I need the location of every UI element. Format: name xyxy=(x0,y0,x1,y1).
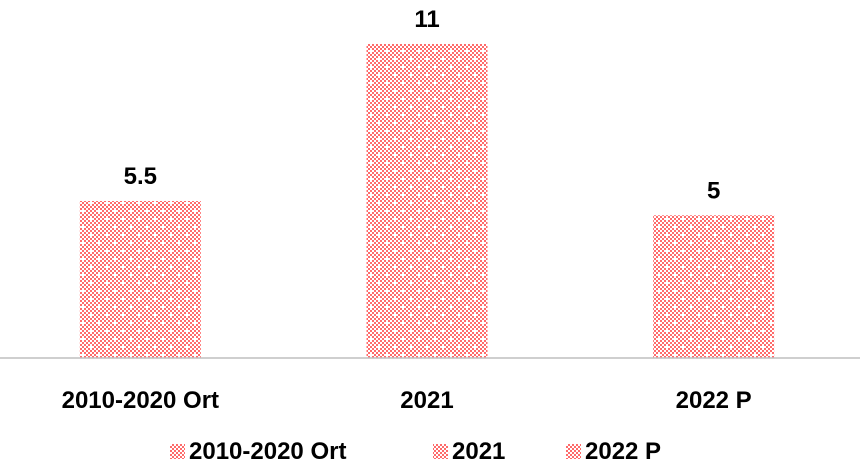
data-label-3: 5 xyxy=(707,177,720,204)
category-label-3: 2022 P xyxy=(676,387,752,414)
bar-2 xyxy=(366,44,488,358)
bar-1 xyxy=(79,201,201,358)
data-label-1: 5.5 xyxy=(124,163,157,190)
legend-label-1: 2010-2020 Ort xyxy=(189,438,346,465)
bars-group xyxy=(79,44,775,358)
legend: 2010-2020 Ort 2021 2022 P xyxy=(170,438,661,465)
category-label-2: 2021 xyxy=(400,387,453,414)
category-labels-group: 2010-2020 Ort 2021 2022 P xyxy=(62,387,752,414)
legend-swatch-3 xyxy=(566,444,581,459)
legend-swatch-2 xyxy=(433,444,448,459)
bar-3 xyxy=(653,215,775,358)
legend-label-2: 2021 xyxy=(452,438,505,465)
legend-label-3: 2022 P xyxy=(585,438,661,465)
data-label-2: 11 xyxy=(414,6,439,33)
category-label-1: 2010-2020 Ort xyxy=(62,387,219,414)
legend-swatch-1 xyxy=(170,444,185,459)
data-labels-group: 5.5 11 5 xyxy=(124,6,721,204)
